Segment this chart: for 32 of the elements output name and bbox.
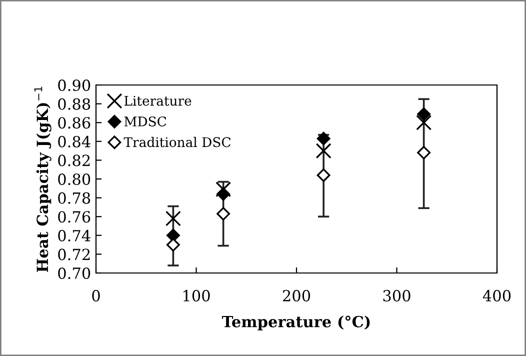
legend-label: Traditional DSC (124, 136, 231, 148)
x-tick-label: 100 (184, 290, 210, 302)
point (316, 168, 330, 182)
y-tick-label: 0.76 (58, 211, 90, 223)
point (417, 107, 431, 121)
y-tick-label: 0.90 (58, 79, 90, 92)
point (417, 146, 431, 160)
y-axis-title: Heat Capacity J(gK)$^{−1}$ (34, 86, 52, 272)
y-tick-label: 0.88 (58, 98, 90, 110)
x-tick-label: 300 (383, 290, 410, 302)
x-axis-title: Temperature (°C) (222, 316, 370, 330)
y-tick-label: 0.86 (58, 117, 90, 129)
y-tick-label: 0.78 (58, 192, 90, 204)
legend-label: Literature (124, 96, 192, 106)
point (316, 132, 330, 146)
x-tick-label: 200 (282, 290, 310, 302)
x-tick-label: 0 (92, 290, 100, 302)
point (316, 143, 332, 159)
point (416, 114, 432, 130)
point (216, 207, 230, 221)
point (216, 182, 232, 198)
y-tick-label: 0.74 (58, 230, 90, 242)
y-tick-label: 0.80 (58, 173, 90, 186)
y-tick-label: 0.70 (58, 267, 90, 280)
point (165, 210, 181, 226)
y-tick-label: 0.84 (58, 136, 90, 148)
legend-label: MDSC (124, 116, 166, 126)
y-tick-label: 0.82 (58, 154, 90, 166)
x-tick-label: 400 (482, 290, 511, 302)
y-tick-label: 0.72 (58, 248, 90, 260)
point (216, 187, 230, 201)
point (166, 238, 180, 252)
